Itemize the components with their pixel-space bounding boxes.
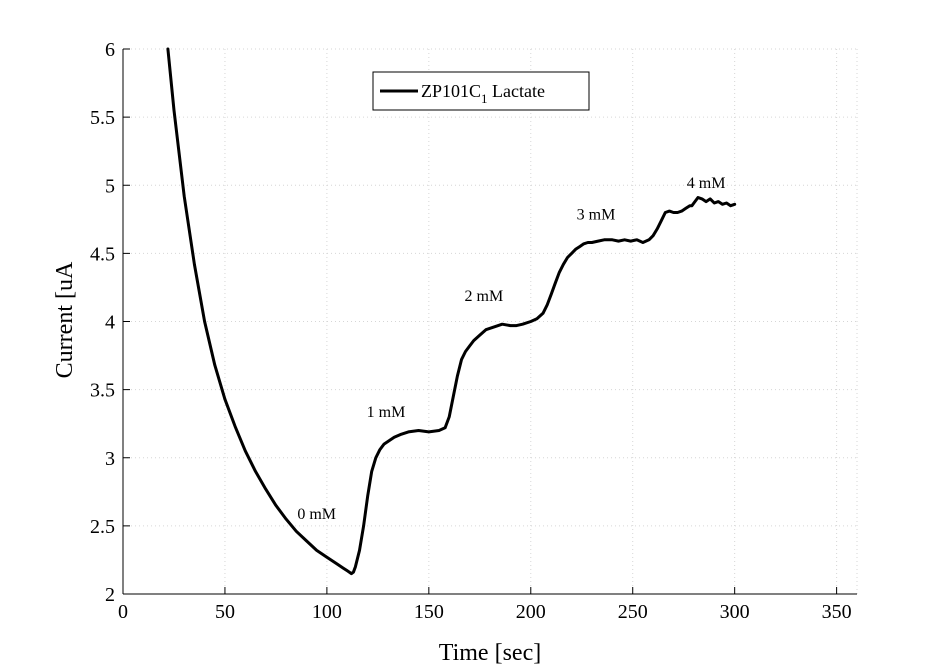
axes-frame <box>122 49 857 595</box>
y-tick-label: 6 <box>105 39 115 61</box>
x-tick-label: 0 <box>118 601 128 623</box>
concentration-annotation: 1 mM <box>367 404 406 421</box>
concentration-annotation: 4 mM <box>687 175 726 192</box>
x-tick-label: 250 <box>618 601 648 623</box>
annotation-group: 0 mM 1 mM 2 mM 3 mM 4 mM <box>297 175 725 523</box>
x-tick-label: 100 <box>312 601 342 623</box>
y-tick-label: 3.5 <box>90 380 115 402</box>
y-tick-label: 2.5 <box>90 516 115 538</box>
y-tick-label: 4 <box>105 312 115 334</box>
legend-entry: ZP101C1 Lactate <box>421 81 545 106</box>
x-tick-label: 300 <box>720 601 750 623</box>
y-tick-label: 5.5 <box>90 107 115 129</box>
x-tick-label: 150 <box>414 601 444 623</box>
y-tick-label: 3 <box>105 448 115 470</box>
y-tick-label: 5 <box>105 175 115 197</box>
legend: ZP101C1 Lactate <box>372 71 590 111</box>
y-tick-label: 4.5 <box>90 243 115 265</box>
tick-group: 0 50 100 150 200 250 300 350 2 2.5 3 3.5 4 4.5 5 5.5 6 <box>90 39 852 623</box>
x-tick-label: 200 <box>516 601 546 623</box>
y-axis-label: Current [uA <box>52 261 78 378</box>
grid-lines <box>123 48 858 594</box>
concentration-annotation: 3 mM <box>577 206 616 223</box>
concentration-annotation: 0 mM <box>297 506 336 523</box>
concentration-annotation: 2 mM <box>465 288 504 305</box>
legend-entry-subscript: 1 <box>481 91 488 106</box>
x-axis-label: Time [sec] <box>439 640 541 666</box>
series-group <box>166 47 737 576</box>
x-tick-label: 50 <box>215 601 235 623</box>
series-line <box>166 47 737 576</box>
legend-box <box>372 71 590 111</box>
x-tick-label: 350 <box>822 601 852 623</box>
y-tick-label: 2 <box>105 584 115 606</box>
legend-entry-name: ZP101C <box>421 81 481 101</box>
legend-entry-suffix: Lactate <box>488 81 545 101</box>
